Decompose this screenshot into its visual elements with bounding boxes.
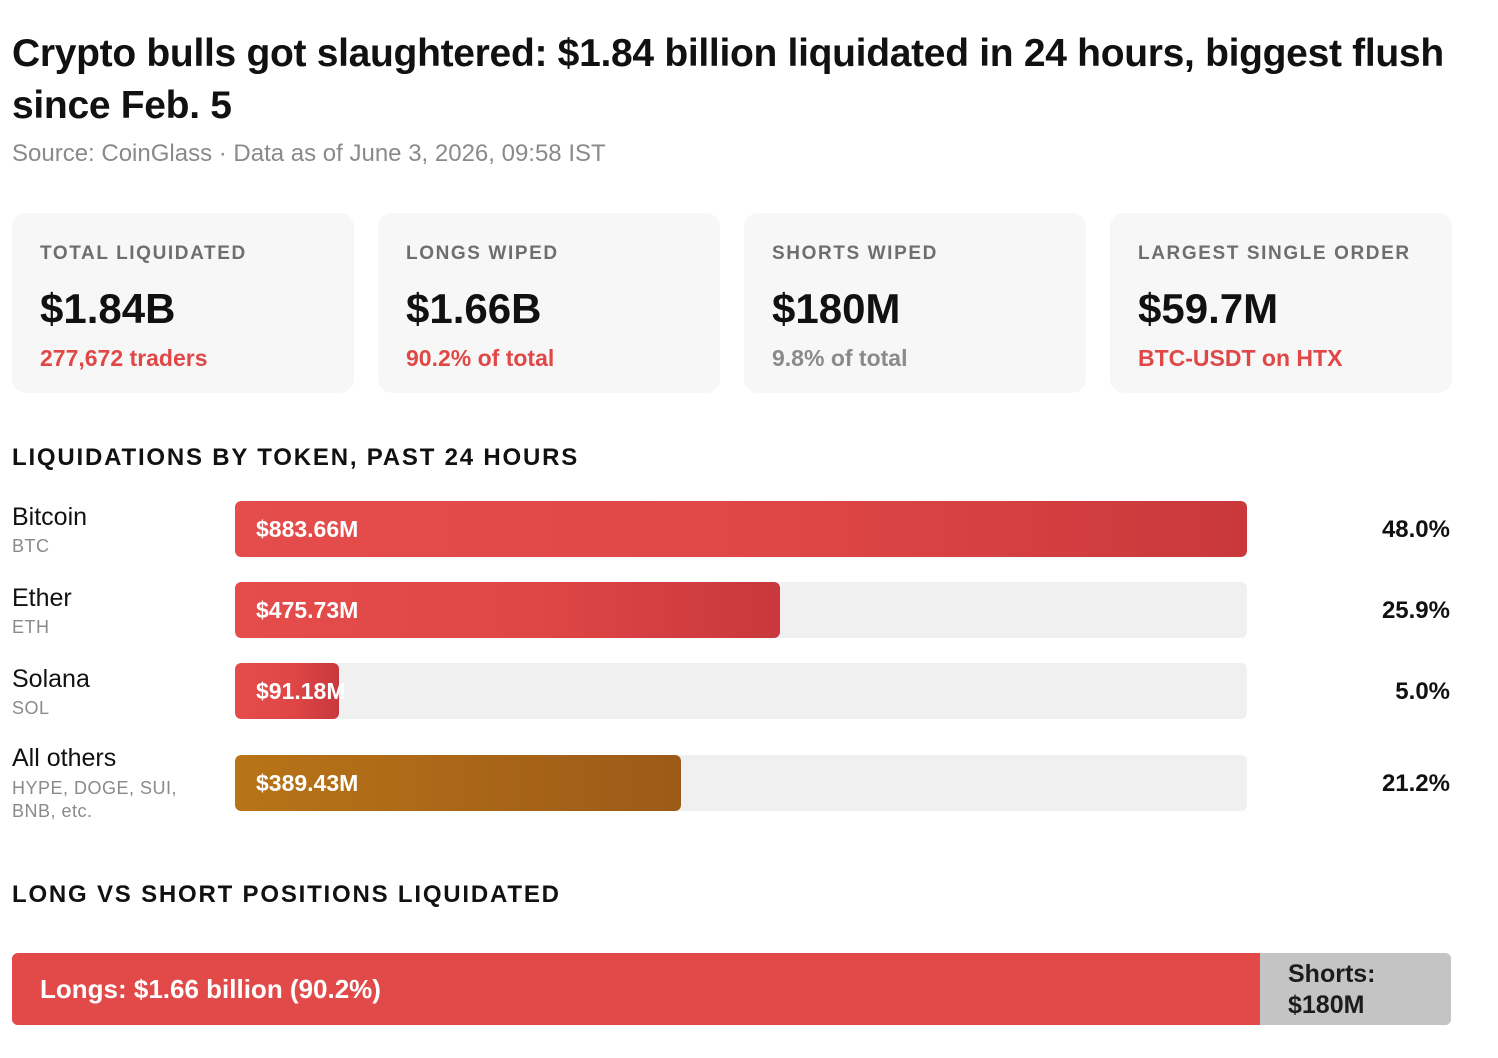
percent-label: 48.0% <box>1381 516 1450 543</box>
shorts-label: Shorts: $180M <box>1288 960 1376 1019</box>
longs-label: Longs: $1.66 billion (90.2%) <box>40 974 381 1004</box>
bar-track: $475.73M <box>235 582 1247 638</box>
source-line: Source: CoinGlass · Data as of June 3, 2… <box>12 140 606 167</box>
stat-sub: 277,672 traders <box>40 345 208 371</box>
percent-label: 25.9% <box>1381 597 1450 624</box>
bar-ether <box>235 582 780 638</box>
stat-value: $59.7M <box>1138 285 1279 332</box>
stat-sub: 9.8% of total <box>772 345 908 371</box>
stat-value: $1.84B <box>40 285 176 332</box>
percent-label: 21.2% <box>1381 770 1450 797</box>
page-title: Crypto bulls got slaughtered: $1.84 bill… <box>12 32 1444 127</box>
token-name: All others <box>12 744 117 772</box>
token-symbol: ETH <box>12 617 50 637</box>
bar-shorts: Shorts: $180M <box>1260 953 1451 1025</box>
token-symbol: BTC <box>12 536 50 556</box>
bar-value-label: $475.73M <box>256 597 359 623</box>
bar-track: $91.18M <box>235 663 1247 719</box>
stat-label: LARGEST SINGLE ORDER <box>1138 243 1411 264</box>
stat-card-shorts: SHORTS WIPED $180M 9.8% of total <box>744 213 1086 393</box>
percent-label: 5.0% <box>1395 678 1450 705</box>
section-heading-long-short: LONG VS SHORT POSITIONS LIQUIDATED <box>12 881 561 908</box>
stat-sub: BTC-USDT on HTX <box>1138 345 1343 371</box>
bar-bitcoin <box>235 501 1247 557</box>
stat-label: LONGS WIPED <box>406 243 559 264</box>
long-short-bar: Longs: $1.66 billion (90.2%) Shorts: $18… <box>12 953 1451 1025</box>
token-name: Bitcoin <box>12 503 88 531</box>
bar-all-others <box>235 755 681 811</box>
token-symbol: HYPE, DOGE, SUI, BNB, etc. <box>12 778 178 821</box>
token-name: Solana <box>12 665 90 693</box>
stat-sub: 90.2% of total <box>406 345 555 371</box>
bar-solana <box>235 663 340 719</box>
stat-label: SHORTS WIPED <box>772 243 938 264</box>
stat-card-largest-order: LARGEST SINGLE ORDER $59.7M BTC-USDT on … <box>1110 213 1452 393</box>
token-name: Ether <box>12 584 72 612</box>
bar-value-label: $883.66M <box>256 516 359 542</box>
stat-card-longs: LONGS WIPED $1.66B 90.2% of total <box>378 213 720 393</box>
stat-value: $180M <box>772 285 901 332</box>
bar-track: $883.66M <box>235 501 1247 557</box>
bar-longs: Longs: $1.66 billion (90.2%) <box>12 953 1260 1025</box>
stat-value: $1.66B <box>406 285 542 332</box>
bar-value-label: $91.18M <box>256 678 346 704</box>
stat-card-total: TOTAL LIQUIDATED $1.84B 277,672 traders <box>12 213 354 393</box>
bar-track: $389.43M <box>235 755 1247 811</box>
token-symbol: SOL <box>12 698 50 718</box>
bar-value-label: $389.43M <box>256 770 359 796</box>
stat-label: TOTAL LIQUIDATED <box>40 243 247 264</box>
section-heading-by-token: LIQUIDATIONS BY TOKEN, PAST 24 HOURS <box>12 444 580 471</box>
